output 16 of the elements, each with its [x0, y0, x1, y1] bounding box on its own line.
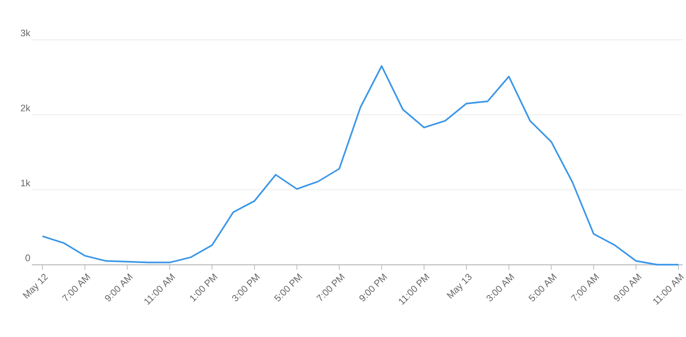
y-tick-label: 1k: [21, 179, 30, 186]
x-tick-label: 9:00 AM: [105, 273, 133, 302]
x-tick-label: 5:00 AM: [528, 273, 557, 302]
x-tick-label: 7:00 AM: [62, 273, 90, 301]
y-tick-label: 3k: [20, 29, 30, 36]
x-tick-label: 5:00 PM: [274, 273, 302, 302]
x-tick-label: 7:00 AM: [570, 273, 600, 301]
y-tick-label: 0: [25, 254, 30, 262]
x-tick-label: 9:00 AM: [614, 273, 642, 302]
x-tick-label: 7:00 PM: [316, 273, 345, 301]
x-tick-label: May 12: [22, 274, 48, 299]
y-tick-label: 2k: [20, 104, 30, 112]
x-tick-label: May 13: [446, 274, 472, 299]
x-tick-label: 3:00 AM: [486, 273, 514, 302]
x-tick-label: 9:00 PM: [359, 273, 388, 302]
x-tick-label: 3:00 PM: [232, 273, 260, 302]
